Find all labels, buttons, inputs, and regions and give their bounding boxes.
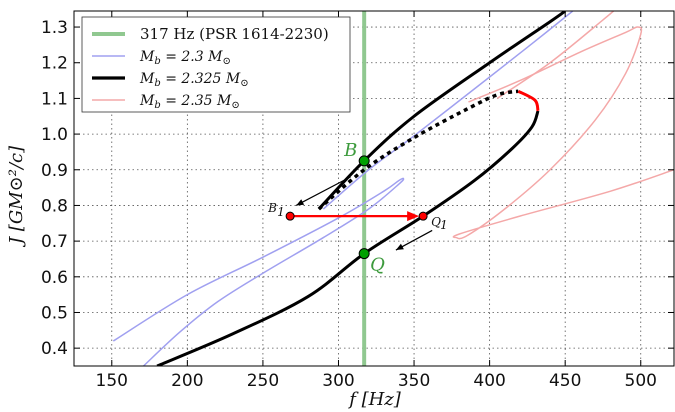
legend-label-vline: 317 Hz (PSR 1614-2230) — [140, 25, 329, 43]
y-tick-label: 0.9 — [41, 161, 68, 181]
x-tick-label: 500 — [625, 371, 657, 391]
plot-content — [112, 11, 674, 366]
x-tick-label: 200 — [171, 371, 203, 391]
plot-frame — [73, 10, 675, 367]
label-B1-sub: 1 — [277, 205, 285, 219]
x-tick-label: 450 — [549, 371, 581, 391]
series-2325-lower — [156, 110, 540, 366]
arrow-b-to-b1-line — [295, 176, 351, 206]
marker-2 — [285, 211, 295, 221]
legend: 317 Hz (PSR 1614-2230) Mb = 2.3 M⊙ Mb = … — [81, 16, 351, 113]
y-tick-label: 0.4 — [41, 339, 68, 359]
label-Q1: Q — [431, 215, 441, 229]
annotations: BQB 1Q 1 — [267, 140, 448, 276]
series-235-lower — [452, 26, 674, 240]
y-axis-title: J [GM⊙²/c] — [6, 145, 27, 248]
y-tick-label: 1.2 — [41, 54, 68, 74]
y-tick-label: 1.1 — [41, 89, 68, 109]
label-B1: B — [267, 201, 277, 215]
legend-label-23: Mb = 2.3 M⊙ — [139, 49, 231, 67]
arrow-b-to-b1-head — [296, 199, 305, 206]
series-2325-red-cap — [517, 89, 540, 112]
marker-0 — [358, 155, 370, 167]
marker-1 — [358, 248, 370, 260]
x-axis-title: f [Hz] — [347, 389, 402, 410]
legend-label-2325: Mb = 2.325 M⊙ — [139, 71, 249, 89]
y-tick-label: 0.8 — [41, 196, 68, 216]
x-tick-label: 300 — [322, 371, 354, 391]
y-tick-label: 0.5 — [41, 303, 68, 323]
transition-arrow-head — [407, 211, 420, 222]
label-B: B — [343, 140, 357, 161]
series-235-upper — [496, 11, 615, 100]
label-Q1-sub: 1 — [440, 218, 448, 232]
series-23-lower — [112, 177, 405, 366]
x-tick-label: 250 — [247, 371, 279, 391]
y-tick-label: 0.6 — [41, 268, 68, 288]
arrow-q1-to-q-head — [395, 243, 404, 251]
series-2325-upper — [317, 11, 567, 211]
legend-box — [81, 16, 351, 113]
x-tick-label: 150 — [96, 371, 128, 391]
label-Q: Q — [370, 255, 385, 276]
y-tick-label: 1.3 — [41, 18, 68, 38]
x-tick-label: 400 — [473, 371, 505, 391]
y-tick-label: 1.0 — [41, 125, 68, 145]
legend-label-235: Mb = 2.35 M⊙ — [139, 93, 240, 111]
marker-3 — [418, 211, 428, 221]
ticks: 150 200 250 300 350 400 450 500 0.4 0.5 0.6 0.7 0.8 0… — [41, 11, 674, 391]
series-23-upper — [322, 11, 574, 210]
y-tick-label: 0.7 — [41, 232, 68, 252]
x-tick-label: 350 — [398, 371, 430, 391]
